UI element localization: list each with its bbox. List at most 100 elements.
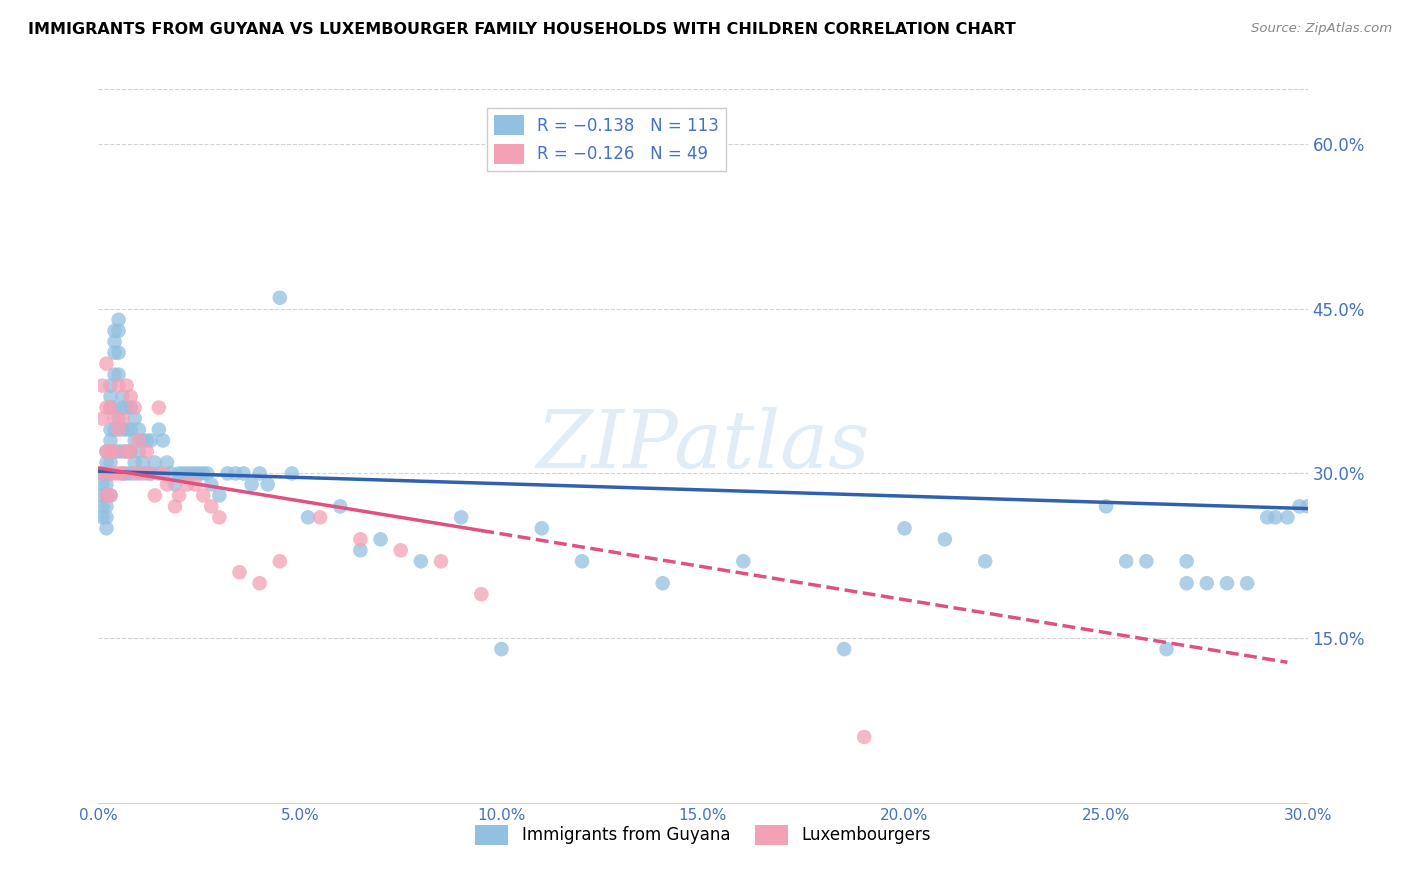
Point — [370, 533, 392, 547]
Point — [176, 467, 198, 481]
Point — [163, 477, 186, 491]
Point — [297, 510, 319, 524]
Point — [1175, 554, 1198, 568]
Point — [135, 444, 157, 458]
Point — [934, 533, 956, 547]
Point — [571, 554, 593, 568]
Point — [111, 411, 134, 425]
Point — [132, 434, 155, 448]
Point — [111, 390, 134, 404]
Point — [91, 378, 114, 392]
Point — [111, 467, 134, 481]
Point — [167, 488, 190, 502]
Point — [208, 510, 231, 524]
Point — [132, 467, 155, 481]
Point — [91, 477, 114, 491]
Point — [103, 401, 125, 415]
Point — [120, 444, 142, 458]
Point — [111, 467, 134, 481]
Point — [188, 467, 211, 481]
Point — [269, 291, 291, 305]
Point — [180, 467, 202, 481]
Point — [450, 510, 472, 524]
Point — [139, 467, 162, 481]
Point — [96, 444, 118, 458]
Point — [91, 488, 114, 502]
Point — [103, 324, 125, 338]
Point — [107, 345, 129, 359]
Point — [103, 334, 125, 349]
Point — [389, 543, 412, 558]
Point — [120, 444, 142, 458]
Point — [232, 467, 254, 481]
Point — [167, 467, 190, 481]
Point — [96, 357, 118, 371]
Text: ZIPatlas: ZIPatlas — [536, 408, 870, 484]
Text: Source: ZipAtlas.com: Source: ZipAtlas.com — [1251, 22, 1392, 36]
Point — [1288, 500, 1310, 514]
Point — [281, 467, 304, 481]
Point — [128, 434, 150, 448]
Point — [651, 576, 673, 591]
Point — [193, 467, 215, 481]
Point — [249, 576, 271, 591]
Point — [100, 455, 122, 469]
Point — [107, 324, 129, 338]
Point — [107, 312, 129, 326]
Point — [103, 423, 125, 437]
Point — [100, 434, 122, 448]
Point — [111, 401, 134, 415]
Point — [107, 423, 129, 437]
Point — [100, 401, 122, 415]
Point — [132, 455, 155, 469]
Point — [1115, 554, 1137, 568]
Point — [96, 488, 118, 502]
Legend: Immigrants from Guyana, Luxembourgers: Immigrants from Guyana, Luxembourgers — [468, 818, 938, 852]
Point — [107, 378, 129, 392]
Point — [974, 554, 997, 568]
Point — [176, 477, 198, 491]
Point — [103, 368, 125, 382]
Point — [91, 510, 114, 524]
Point — [124, 411, 146, 425]
Point — [120, 390, 142, 404]
Point — [96, 444, 118, 458]
Point — [193, 488, 215, 502]
Point — [100, 401, 122, 415]
Point — [100, 467, 122, 481]
Point — [96, 488, 118, 502]
Point — [1095, 500, 1118, 514]
Point — [893, 521, 915, 535]
Point — [1135, 554, 1157, 568]
Point — [329, 500, 352, 514]
Point — [124, 434, 146, 448]
Point — [100, 423, 122, 437]
Point — [160, 467, 183, 481]
Point — [156, 455, 179, 469]
Point — [1195, 576, 1218, 591]
Point — [128, 444, 150, 458]
Point — [100, 444, 122, 458]
Point — [124, 467, 146, 481]
Point — [208, 488, 231, 502]
Point — [107, 411, 129, 425]
Point — [103, 444, 125, 458]
Point — [1264, 510, 1286, 524]
Point — [124, 455, 146, 469]
Point — [100, 488, 122, 502]
Point — [240, 477, 263, 491]
Point — [1236, 576, 1258, 591]
Point — [91, 467, 114, 481]
Point — [530, 521, 553, 535]
Point — [200, 477, 222, 491]
Point — [120, 423, 142, 437]
Point — [853, 730, 876, 744]
Point — [100, 390, 122, 404]
Point — [120, 401, 142, 415]
Point — [128, 467, 150, 481]
Point — [139, 434, 162, 448]
Point — [1175, 576, 1198, 591]
Point — [96, 467, 118, 481]
Point — [91, 411, 114, 425]
Point — [115, 444, 138, 458]
